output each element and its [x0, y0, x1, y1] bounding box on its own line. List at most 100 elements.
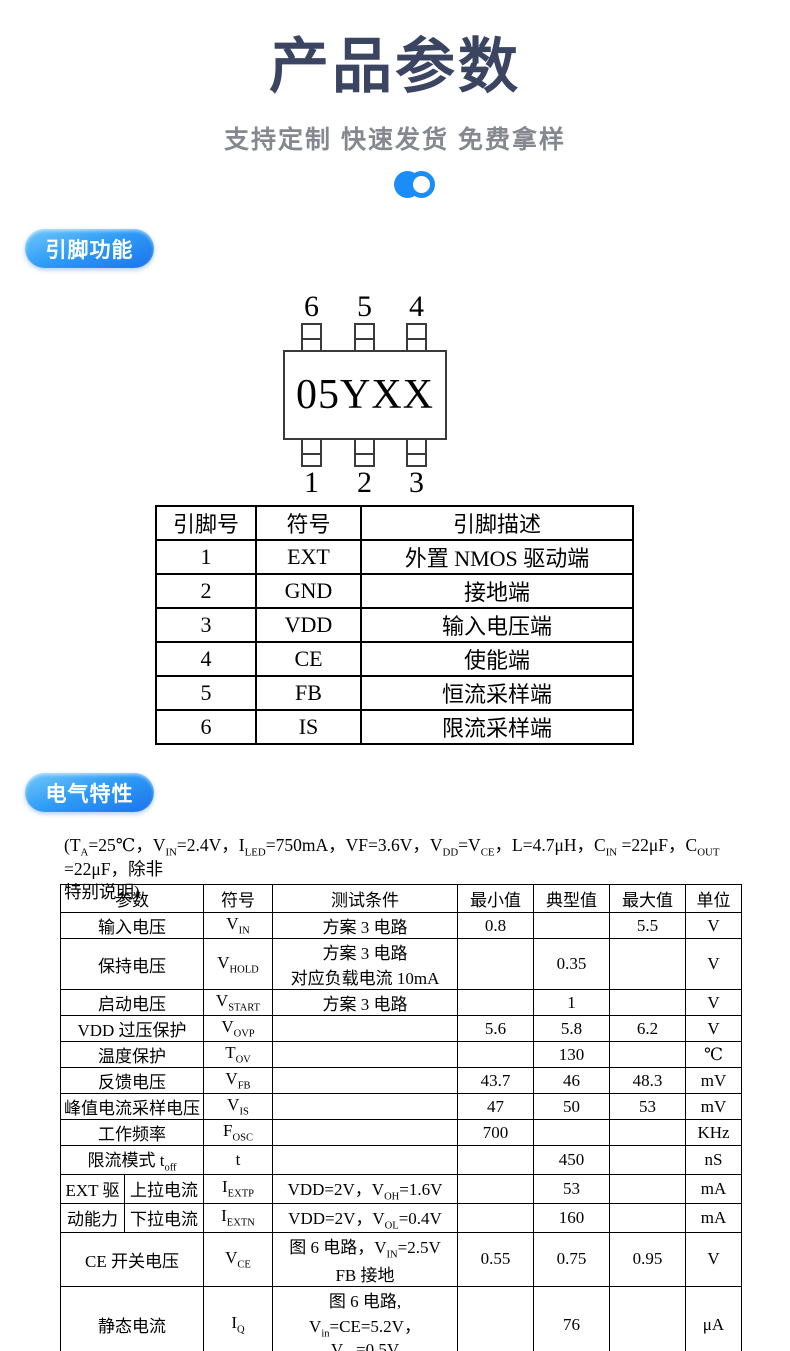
pin-table-row: 3 VDD 输入电压端	[155, 607, 634, 643]
symbol-cell: VHOLD	[203, 938, 273, 990]
param-group-cell: EXT 驱	[60, 1173, 125, 1204]
elec-row-feedback-voltage: 反馈电压 VFB 43.7 46 48.3 mV	[60, 1067, 742, 1094]
typ-cell: 160	[533, 1202, 610, 1233]
max-cell: 0.95	[609, 1231, 686, 1287]
min-cell: 700	[457, 1119, 534, 1146]
pin-number-cell: 2	[155, 573, 257, 609]
elec-row-vdd-ovp: VDD 过压保护 VOVP 5.6 5.8 6.2 V	[60, 1015, 742, 1042]
pin-lead	[354, 438, 375, 467]
min-cell: 43.7	[457, 1067, 534, 1094]
condition-cell: VDD=2V，VOH=1.6V	[272, 1173, 458, 1204]
pin-description-cell: 使能端	[360, 641, 634, 677]
param-cell: 反馈电压	[60, 1067, 204, 1094]
pin-table-row: 4 CE 使能端	[155, 641, 634, 677]
unit-cell: μA	[685, 1285, 742, 1351]
param-sub-cell: 下拉电流	[124, 1202, 204, 1233]
pin-number-4: 4	[409, 290, 424, 323]
condition-cell	[272, 1067, 458, 1094]
typ-cell	[533, 1119, 610, 1146]
column-header-min: 最小值	[457, 884, 534, 913]
pin-table-row: 2 GND 接地端	[155, 573, 634, 609]
unit-cell: V	[685, 938, 742, 990]
condition-cell	[272, 1119, 458, 1146]
symbol-cell: VIN	[203, 912, 273, 939]
max-cell	[609, 938, 686, 990]
elec-row-input-voltage: 输入电压 VIN 方案 3 电路 0.8 5.5 V	[60, 912, 742, 939]
pin-number-1: 1	[304, 466, 319, 499]
pin-description-cell: 接地端	[360, 573, 634, 609]
max-cell: 48.3	[609, 1067, 686, 1094]
symbol-cell: TOV	[203, 1041, 273, 1068]
unit-cell: nS	[685, 1145, 742, 1175]
unit-cell: ℃	[685, 1041, 742, 1068]
min-cell: 47	[457, 1093, 534, 1120]
pin-table-row: 6 IS 限流采样端	[155, 709, 634, 745]
param-group-cell: 动能力	[60, 1202, 125, 1233]
symbol-cell: IQ	[203, 1285, 273, 1351]
unit-cell: mA	[685, 1173, 742, 1204]
section-badge-electrical: 电气特性	[25, 773, 154, 812]
section-badge-label: 引脚功能	[45, 238, 134, 262]
min-cell	[457, 1173, 534, 1204]
max-cell	[609, 1285, 686, 1351]
elec-header-row: 参数 符号 测试条件 最小值 典型值 最大值 单位	[60, 884, 742, 913]
elec-row-ext-pulldown: 动能力 下拉电流 IEXTN VDD=2V，VOL=0.4V 160 mA	[60, 1202, 742, 1233]
pin-lead	[301, 438, 322, 467]
chip-diagram: 6 5 4 05YXX 1 2 3	[283, 292, 447, 498]
pin-number-2: 2	[357, 466, 372, 499]
pin-function-table: 引脚号 符号 引脚描述 1 EXT 外置 NMOS 驱动端 2 GND 接地端 …	[155, 505, 634, 745]
section-badge-label: 电气特性	[45, 782, 134, 806]
electrical-characteristics-table: 参数 符号 测试条件 最小值 典型值 最大值 单位 输入电压 VIN 方案 3 …	[60, 884, 742, 1351]
pin-table-row: 5 FB 恒流采样端	[155, 675, 634, 711]
typ-cell: 0.35	[533, 938, 610, 990]
pin-table-header-row: 引脚号 符号 引脚描述	[155, 505, 634, 541]
pin-table-row: 1 EXT 外置 NMOS 驱动端	[155, 539, 634, 575]
typ-cell: 5.8	[533, 1015, 610, 1042]
condition-cell	[272, 1145, 458, 1175]
pin-number-cell: 5	[155, 675, 257, 711]
min-cell	[457, 1202, 534, 1233]
param-sub-cell: 上拉电流	[124, 1173, 204, 1204]
symbol-cell: VOVP	[203, 1015, 273, 1042]
symbol-cell: IEXTP	[203, 1173, 273, 1204]
typ-cell	[533, 912, 610, 939]
param-cell: 工作频率	[60, 1119, 204, 1146]
column-header-condition: 测试条件	[272, 884, 458, 913]
elec-row-frequency: 工作频率 FOSC 700 KHz	[60, 1119, 742, 1146]
symbol-cell: t	[203, 1145, 273, 1175]
pin-symbol-cell: GND	[255, 573, 362, 609]
param-cell: 峰值电流采样电压	[60, 1093, 204, 1120]
pin-description-cell: 输入电压端	[360, 607, 634, 643]
symbol-cell: VSTART	[203, 989, 273, 1016]
pin-number-cell: 6	[155, 709, 257, 745]
pin-lead	[406, 438, 427, 467]
pin-number-3: 3	[409, 466, 424, 499]
symbol-cell: VFB	[203, 1067, 273, 1094]
typ-cell: 0.75	[533, 1231, 610, 1287]
symbol-cell: VIS	[203, 1093, 273, 1120]
typ-cell: 46	[533, 1067, 610, 1094]
param-cell: 输入电压	[60, 912, 204, 939]
typ-cell: 130	[533, 1041, 610, 1068]
pin-symbol-cell: FB	[255, 675, 362, 711]
pin-lead	[301, 323, 322, 352]
page-subtitle: 支持定制 快速发货 免费拿样	[224, 126, 566, 154]
max-cell	[609, 989, 686, 1016]
param-cell: 保持电压	[60, 938, 204, 990]
pin-number-cell: 4	[155, 641, 257, 677]
max-cell	[609, 1202, 686, 1233]
typ-cell: 1	[533, 989, 610, 1016]
pin-number-6: 6	[304, 290, 319, 323]
toggle-circles-icon	[394, 171, 436, 199]
typ-cell: 76	[533, 1285, 610, 1351]
elec-row-current-limit-toff: 限流模式 toff t 450 nS	[60, 1145, 742, 1175]
column-header-pin-number: 引脚号	[155, 505, 257, 541]
pin-number-5: 5	[357, 290, 372, 323]
chip-part-label: 05YXX	[296, 372, 434, 418]
column-header-max: 最大值	[609, 884, 686, 913]
unit-cell: V	[685, 912, 742, 939]
pin-symbol-cell: EXT	[255, 539, 362, 575]
column-header-unit: 单位	[685, 884, 742, 913]
typ-cell: 50	[533, 1093, 610, 1120]
